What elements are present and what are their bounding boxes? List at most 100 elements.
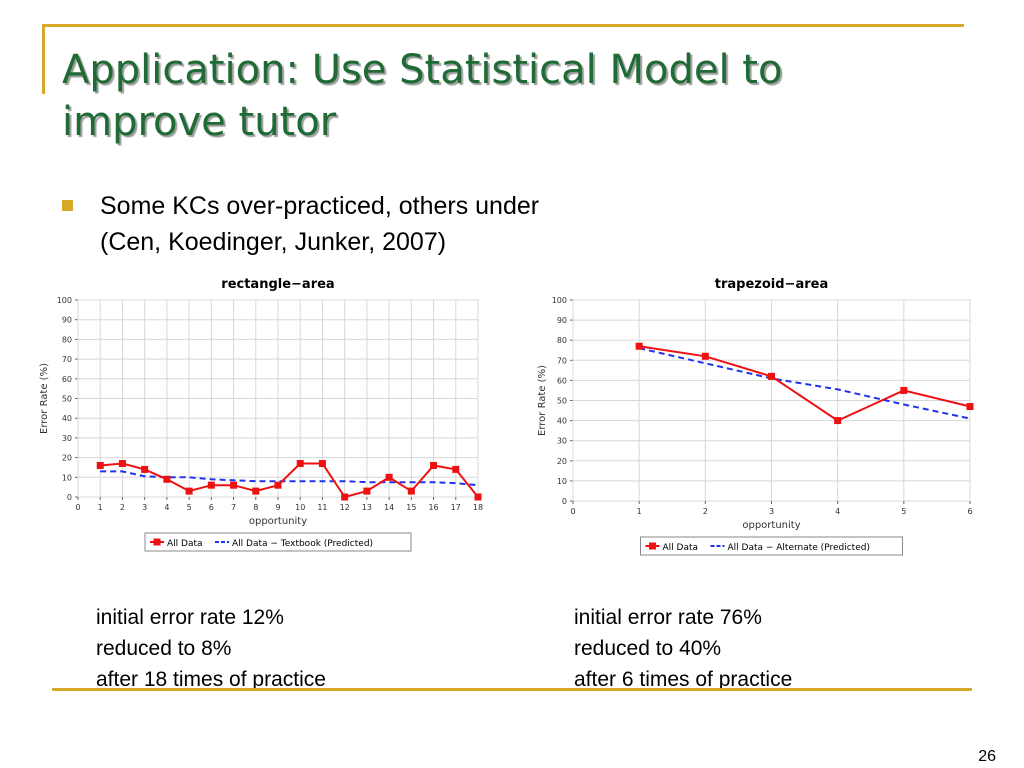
left-caption-line-1: initial error rate 12% bbox=[96, 606, 284, 629]
legend-marker-all-data bbox=[649, 542, 656, 550]
x-tick-label: 16 bbox=[428, 503, 438, 512]
y-tick-label: 70 bbox=[557, 356, 567, 365]
data-point-marker bbox=[163, 475, 171, 483]
x-tick-label: 17 bbox=[451, 503, 461, 512]
series-line-predicted bbox=[638, 347, 971, 420]
x-tick-label: 5 bbox=[187, 503, 192, 512]
legend-label-all-data: All Data bbox=[167, 539, 203, 549]
legend-label-all-data: All Data bbox=[663, 543, 699, 553]
x-tick-label: 3 bbox=[769, 507, 774, 516]
data-point-marker bbox=[363, 487, 371, 495]
slide-title-line-1: Application: Use Statistical Model to bbox=[62, 47, 783, 93]
data-point-marker bbox=[230, 481, 238, 489]
right-caption-line-1: initial error rate 76% bbox=[574, 606, 762, 629]
right-caption: initial error rate 76% reduced to 40% af… bbox=[574, 602, 792, 695]
legend-box bbox=[640, 536, 903, 556]
y-tick-label: 20 bbox=[62, 454, 72, 463]
y-tick-label: 60 bbox=[557, 376, 567, 385]
slide-title-line-2: improve tutor bbox=[62, 99, 337, 145]
data-point-marker bbox=[834, 417, 842, 425]
data-point-marker bbox=[768, 372, 775, 380]
data-point-marker bbox=[635, 342, 643, 350]
x-tick-label: 1 bbox=[637, 507, 642, 516]
data-point-marker bbox=[252, 487, 260, 495]
top-accent-rule bbox=[42, 24, 964, 27]
x-tick-label: 6 bbox=[209, 503, 214, 512]
y-tick-label: 60 bbox=[62, 375, 72, 384]
y-tick-label: 20 bbox=[557, 457, 567, 466]
left-caption-line-2: reduced to 8% bbox=[96, 637, 232, 660]
data-point-marker bbox=[385, 473, 393, 481]
y-tick-label: 50 bbox=[62, 395, 72, 404]
y-axis-label: Error Rate (%) bbox=[537, 365, 548, 436]
data-point-marker bbox=[341, 493, 349, 501]
bottom-accent-rule bbox=[52, 688, 972, 691]
bullet-text: Some KCs over-practiced, others under (C… bbox=[100, 188, 539, 260]
data-point-marker bbox=[118, 460, 126, 468]
y-tick-label: 70 bbox=[62, 355, 72, 364]
y-tick-label: 0 bbox=[67, 493, 72, 502]
chart-title: rectangle−area bbox=[221, 277, 334, 292]
x-tick-label: 2 bbox=[703, 507, 708, 516]
y-tick-label: 40 bbox=[557, 417, 567, 426]
y-tick-label: 100 bbox=[552, 296, 567, 305]
x-tick-label: 12 bbox=[340, 503, 350, 512]
y-tick-label: 50 bbox=[557, 397, 567, 406]
x-tick-label: 9 bbox=[275, 503, 280, 512]
right-caption-line-2: reduced to 40% bbox=[574, 637, 722, 660]
x-tick-label: 18 bbox=[473, 503, 483, 512]
x-axis-label: opportunity bbox=[742, 520, 800, 531]
series-line-all-data bbox=[100, 462, 479, 499]
bullet-line-1: Some KCs over-practiced, others under bbox=[100, 192, 540, 220]
x-tick-label: 10 bbox=[295, 503, 305, 512]
x-tick-label: 4 bbox=[835, 507, 840, 516]
x-tick-label: 2 bbox=[120, 503, 125, 512]
slide-title: Application: Use Statistical Model to im… bbox=[62, 44, 962, 148]
x-tick-label: 3 bbox=[142, 503, 147, 512]
bullet-square-icon bbox=[62, 200, 73, 211]
bullet-line-2: (Cen, Koedinger, Junker, 2007) bbox=[100, 228, 447, 256]
data-point-marker bbox=[474, 493, 482, 501]
x-tick-label: 4 bbox=[164, 503, 169, 512]
y-tick-label: 30 bbox=[557, 437, 567, 446]
y-tick-label: 90 bbox=[62, 316, 72, 325]
data-point-marker bbox=[141, 465, 149, 473]
y-tick-label: 30 bbox=[62, 434, 72, 443]
data-point-marker bbox=[185, 487, 193, 495]
data-point-marker bbox=[701, 352, 709, 360]
y-tick-label: 40 bbox=[62, 414, 72, 423]
left-caption-line-3: after 18 times of practice bbox=[96, 668, 326, 691]
x-tick-label: 13 bbox=[362, 503, 372, 512]
x-tick-label: 6 bbox=[967, 507, 972, 516]
page-number: 26 bbox=[978, 748, 996, 765]
x-tick-label: 5 bbox=[901, 507, 906, 516]
y-tick-label: 100 bbox=[57, 296, 72, 305]
data-point-marker bbox=[318, 460, 326, 468]
data-point-marker bbox=[296, 460, 304, 468]
legend-label-predicted: All Data − Alternate (Predicted) bbox=[728, 543, 870, 553]
y-tick-label: 80 bbox=[62, 335, 72, 344]
chart-title: trapezoid−area bbox=[715, 277, 828, 292]
legend-box bbox=[144, 532, 412, 552]
x-tick-label: 8 bbox=[253, 503, 258, 512]
y-tick-label: 90 bbox=[557, 316, 567, 325]
y-tick-label: 80 bbox=[557, 336, 567, 345]
series-line-all-data bbox=[639, 345, 971, 422]
legend-label-predicted: All Data − Textbook (Predicted) bbox=[232, 539, 373, 549]
left-accent-rule bbox=[42, 24, 45, 94]
x-tick-label: 15 bbox=[406, 503, 416, 512]
data-point-marker bbox=[900, 386, 908, 394]
data-point-marker bbox=[407, 487, 415, 495]
x-tick-label: 7 bbox=[231, 503, 236, 512]
x-tick-label: 14 bbox=[384, 503, 394, 512]
x-tick-label: 0 bbox=[75, 503, 80, 512]
x-axis-label: opportunity bbox=[249, 516, 307, 527]
data-point-marker bbox=[430, 461, 438, 469]
data-point-marker bbox=[452, 465, 460, 473]
y-tick-label: 10 bbox=[62, 473, 72, 482]
left-caption: initial error rate 12% reduced to 8% aft… bbox=[96, 602, 326, 695]
data-point-marker bbox=[966, 403, 974, 411]
y-tick-label: 10 bbox=[557, 477, 567, 486]
rectangle-area-chart: rectangle−area 0 10 20 30 40 50 60 70 80 90 100 0 1 2 3… bbox=[39, 277, 483, 552]
y-tick-label: 0 bbox=[562, 497, 567, 506]
